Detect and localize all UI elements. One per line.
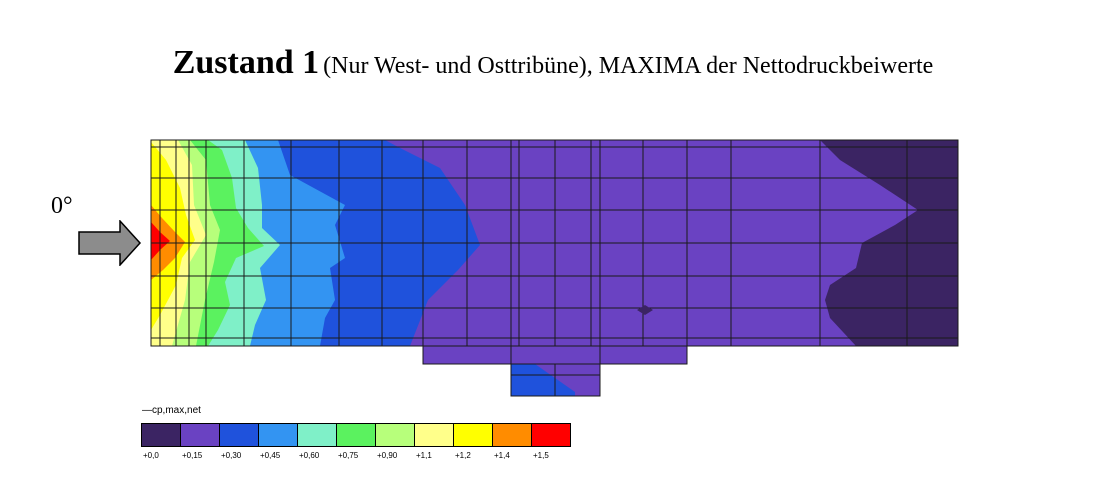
color-legend <box>141 423 571 447</box>
legend-swatch <box>376 424 415 446</box>
legend-tick-label: +0,30 <box>221 451 242 460</box>
legend-tick-label: +0,15 <box>182 451 203 460</box>
grid-lines <box>150 139 959 397</box>
legend-swatch <box>493 424 532 446</box>
legend-tick-label: +0,45 <box>260 451 281 460</box>
legend-tick-label: +1,5 <box>533 451 549 460</box>
legend-tick-label: +1,4 <box>494 451 510 460</box>
legend-tick-label: +1,1 <box>416 451 432 460</box>
right-arrow-icon <box>78 220 142 266</box>
appendix-2-blue <box>511 364 575 396</box>
legend-swatch <box>337 424 376 446</box>
legend-swatch <box>415 424 454 446</box>
legend-swatch <box>220 424 259 446</box>
title-rest: (Nur West- und Osttribüne), MAXIMA der N… <box>323 53 934 79</box>
legend-swatch <box>142 424 181 446</box>
appendix-1 <box>423 346 687 364</box>
marker-point <box>637 305 653 315</box>
legend-tick-label: +0,75 <box>338 451 359 460</box>
legend-title: —cp,max,net <box>142 405 201 416</box>
legend-tick-label: +0,0 <box>143 451 159 460</box>
legend-swatch <box>259 424 298 446</box>
wind-angle-label: 0° <box>51 193 73 219</box>
legend-tick-label: +0,90 <box>377 451 398 460</box>
legend-tick-label: +0,60 <box>299 451 320 460</box>
page-title: Zustand 1 (Nur West- und Osttribüne), MA… <box>0 44 1106 82</box>
legend-swatch <box>532 424 570 446</box>
legend-tick-label: +1,2 <box>455 451 471 460</box>
legend-swatch <box>298 424 337 446</box>
legend-swatch <box>181 424 220 446</box>
title-bold: Zustand 1 <box>172 44 320 81</box>
legend-swatch <box>454 424 493 446</box>
